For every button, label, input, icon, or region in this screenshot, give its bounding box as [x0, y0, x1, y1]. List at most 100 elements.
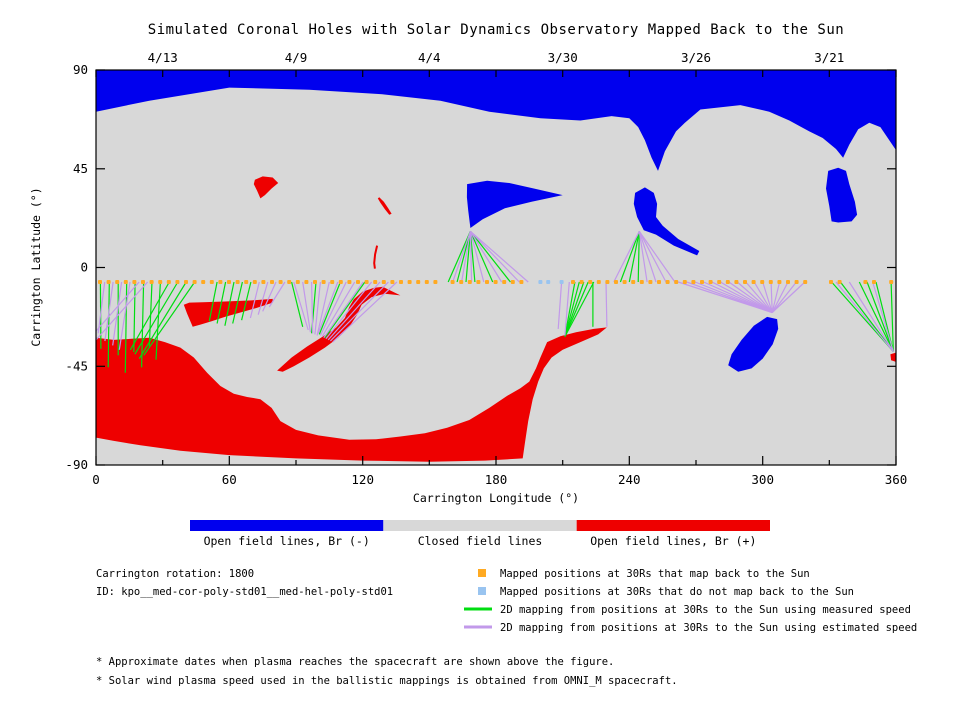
- mapped-dot: [98, 280, 102, 284]
- measured-mapping-line: [143, 281, 196, 356]
- mapped-dot: [390, 280, 395, 284]
- mapped-dot: [115, 280, 120, 284]
- measured-mapping-line: [291, 281, 304, 327]
- estimated-mapping-line: [613, 231, 640, 283]
- measured-mapping-line: [564, 281, 589, 337]
- measured-mapping-line: [324, 281, 366, 339]
- measured-mapping-line: [637, 231, 640, 283]
- unmapped-dot-swatch: [478, 587, 486, 595]
- mapped-dot: [579, 280, 584, 284]
- estimated-mapping-line: [753, 281, 773, 313]
- measured-mapping-line: [208, 281, 218, 322]
- estimated-mapping-line: [319, 281, 347, 336]
- estimated-mapping-line: [332, 281, 398, 343]
- estimated-mapping-line: [771, 281, 806, 313]
- mapped-dot: [459, 280, 464, 284]
- mapped-dot: [209, 280, 214, 284]
- estimated-mapping-line: [835, 281, 894, 352]
- colorbar-segment: [383, 520, 577, 531]
- coronal-hole-negative: [826, 167, 858, 223]
- x-axis-label: Carrington Longitude (°): [413, 491, 579, 505]
- y-tick-label: 90: [73, 62, 88, 77]
- mapped-dot: [760, 280, 765, 284]
- measured-mapping-line: [216, 281, 227, 324]
- mapped-dot: [622, 280, 627, 284]
- mapped-dot: [278, 280, 283, 284]
- mapped-dot: [433, 280, 438, 284]
- mapped-dot: [218, 280, 223, 284]
- mapped-dot: [691, 280, 696, 284]
- x-tick-label: 180: [485, 472, 508, 487]
- measured-mapping-line: [133, 281, 136, 353]
- estimated-mapping-line: [469, 231, 485, 283]
- measured-mapping-line: [564, 281, 576, 337]
- mapped-dot: [794, 280, 799, 284]
- mapped-dot: [132, 280, 137, 284]
- estimated-mapping-line: [268, 281, 286, 308]
- estimated-mapping-line: [302, 281, 311, 333]
- mapped-dot: [596, 280, 601, 284]
- coronal-hole-negative: [466, 180, 563, 228]
- mapped-dot: [330, 280, 335, 284]
- y-axis-label: Carrington Latitude (°): [29, 187, 43, 346]
- mapped-dot: [889, 280, 894, 284]
- measured-mapping-line: [890, 281, 894, 352]
- estimated-mapping-line: [249, 281, 260, 319]
- measured-mapping-line: [456, 231, 471, 283]
- mapped-dot: [863, 280, 868, 284]
- mapped-dot: [313, 280, 317, 284]
- mapped-dot: [356, 280, 360, 284]
- estimated-mapping-line: [872, 281, 894, 352]
- estimated-mapping-line: [95, 281, 140, 332]
- mapped-dot: [399, 280, 403, 284]
- mapped-dot: [287, 280, 292, 284]
- estimated-mapping-line: [557, 281, 563, 329]
- mapped-dot: [502, 280, 507, 284]
- estimated-mapping-line: [720, 281, 773, 314]
- estimated-mapping-line: [97, 281, 106, 334]
- x-tick-label: 360: [885, 472, 908, 487]
- plot-title: Simulated Coronal Holes with Solar Dynam…: [148, 22, 844, 38]
- coronal-hole-negative: [728, 316, 779, 372]
- mapped-dot: [837, 280, 842, 284]
- mapped-dot: [872, 280, 876, 284]
- mapped-dot: [485, 280, 489, 284]
- measured-mapping-line: [447, 231, 471, 283]
- mapped-dot: [270, 280, 274, 284]
- coronal-hole-negative: [96, 70, 896, 171]
- mapped-dot: [768, 280, 773, 284]
- mapped-dot: [467, 280, 472, 284]
- estimated-mapping-line: [316, 281, 330, 336]
- estimated-mapping-line: [311, 281, 314, 334]
- measured-mapping-line: [465, 231, 471, 283]
- x-tick-label: 0: [92, 472, 100, 487]
- colorbar-label: Closed field lines: [418, 534, 543, 548]
- colorbar: Open field lines, Br (-) Closed field lin…: [190, 520, 770, 548]
- estimated-mapping-line: [771, 281, 797, 313]
- mapped-dot: [743, 280, 747, 284]
- measured-mapping-line: [564, 281, 580, 337]
- date-label: 4/4: [418, 50, 441, 65]
- mapped-dot: [476, 280, 481, 284]
- mapped-dot: [519, 280, 524, 284]
- estimated-mapping-line: [703, 281, 773, 314]
- mapped-dot: [588, 280, 593, 284]
- estimated-mapping-line: [771, 281, 781, 313]
- mapped-dot: [381, 280, 386, 284]
- estimated-mapping-line: [325, 281, 373, 340]
- estimated-mapping-line: [638, 230, 676, 283]
- measured-mapping-line: [138, 281, 187, 359]
- estimated-mapping-line: [770, 281, 773, 313]
- coronal-hole-positive: [96, 327, 607, 462]
- measured-mapping-line: [619, 231, 640, 283]
- x-tick-label: 300: [751, 472, 774, 487]
- legend-label: 2D mapping from positions at 30Rs to the…: [500, 622, 917, 634]
- mapped-dot: [373, 280, 378, 284]
- coronal-hole-positive: [890, 352, 896, 362]
- date-label: 4/13: [148, 50, 178, 65]
- mapped-dot: [450, 280, 455, 284]
- mapped-dot: [244, 280, 249, 284]
- mapped-dot: [674, 280, 679, 284]
- model-id-label: ID: kpo__med-cor-poly-std01__med-hel-pol…: [96, 586, 393, 598]
